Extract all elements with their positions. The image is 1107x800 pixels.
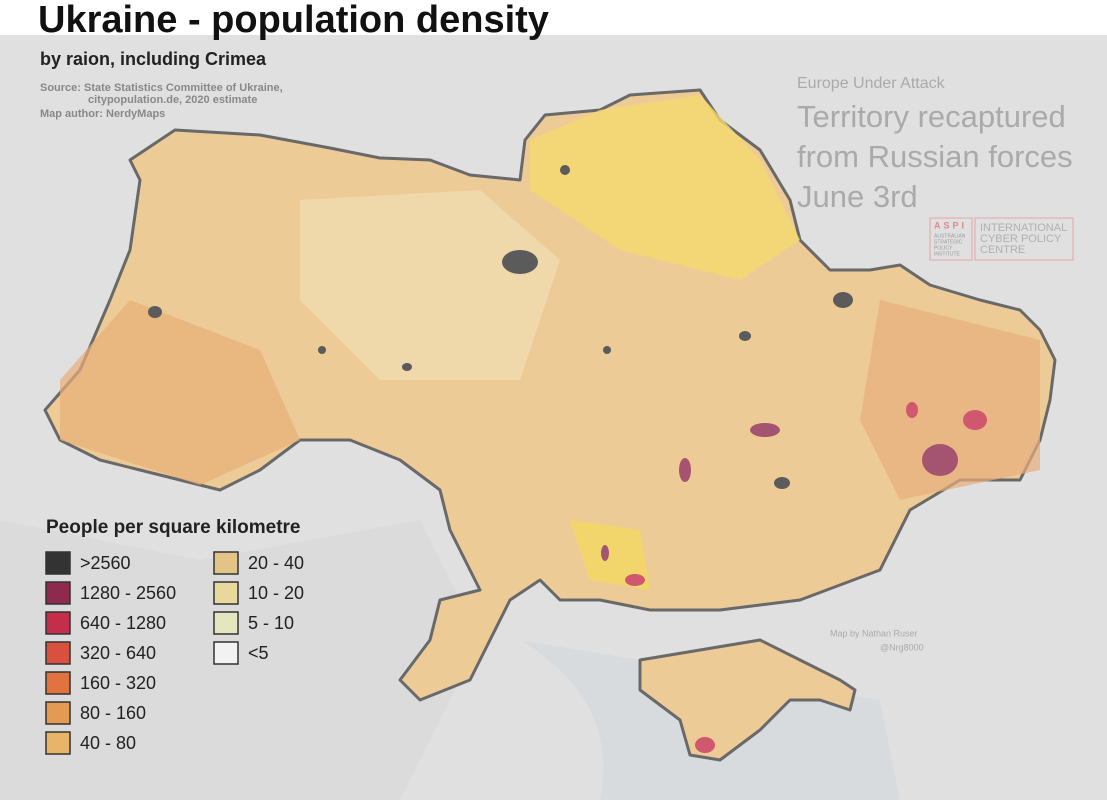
legend-swatch bbox=[45, 641, 71, 665]
neighbour bbox=[0, 520, 480, 800]
logo-box bbox=[929, 217, 973, 261]
source: Source: State Statistics Committee of Uk… bbox=[40, 82, 283, 94]
legend-label: 160 - 320 bbox=[80, 673, 156, 693]
logo-small: STRATEGIC bbox=[934, 239, 963, 245]
legend-label: 20 - 40 bbox=[248, 553, 304, 573]
legend-label: 320 - 640 bbox=[80, 643, 156, 663]
ukraine-outline bbox=[43, 88, 1057, 702]
credit: Map by Nathan Ruser bbox=[830, 628, 918, 638]
logo-mark: ASPI bbox=[934, 220, 967, 230]
headline: June 3rd bbox=[797, 179, 918, 214]
legend-label: 10 - 20 bbox=[248, 583, 304, 603]
legend-swatch bbox=[45, 701, 71, 725]
handle: @Nrg8000 bbox=[880, 642, 924, 652]
author: Map author: NerdyMaps bbox=[40, 108, 165, 120]
legend-label: 5 - 10 bbox=[248, 613, 294, 633]
logo-text: INTERNATIONAL bbox=[980, 222, 1067, 234]
legend-swatch bbox=[45, 611, 71, 635]
headline: Territory recaptured bbox=[797, 99, 1066, 134]
logo-box bbox=[974, 217, 1074, 261]
central-region bbox=[300, 190, 560, 380]
logo-text: CENTRE bbox=[980, 244, 1025, 256]
northern-region bbox=[530, 95, 800, 280]
legend-title: People per square kilometre bbox=[46, 517, 301, 538]
eastern-region bbox=[860, 300, 1040, 500]
logo-text: CYBER POLICY bbox=[980, 233, 1062, 245]
logo-small: AUSTRALIAN bbox=[934, 233, 966, 239]
legend-swatch bbox=[213, 581, 239, 605]
subtitle: by raion, including Crimea bbox=[40, 49, 267, 69]
legend-swatch bbox=[213, 611, 239, 635]
legend-swatch bbox=[213, 641, 239, 665]
headline: from Russian forces bbox=[797, 139, 1073, 174]
legend-label: 40 - 80 bbox=[80, 733, 136, 753]
legend-label: 1280 - 2560 bbox=[80, 583, 176, 603]
logo-small: INSTITUTE bbox=[934, 251, 960, 257]
legend-swatch bbox=[213, 551, 239, 575]
legend-label: 640 - 1280 bbox=[80, 613, 166, 633]
map-veil bbox=[0, 35, 1107, 800]
source: citypopulation.de, 2020 estimate bbox=[88, 94, 257, 106]
western-region bbox=[60, 300, 300, 485]
southern-region bbox=[570, 520, 650, 590]
legend-label: <5 bbox=[248, 643, 269, 663]
legend-label: >2560 bbox=[80, 553, 131, 573]
legend-swatch bbox=[45, 671, 71, 695]
logo-small: POLICY bbox=[934, 245, 953, 251]
legend-swatch bbox=[45, 581, 71, 605]
legend-label: 80 - 160 bbox=[80, 703, 146, 723]
legend-swatch bbox=[45, 731, 71, 755]
cities bbox=[148, 165, 987, 753]
legend-swatch bbox=[45, 551, 71, 575]
crimea-outline bbox=[638, 638, 857, 762]
kicker: Europe Under Attack bbox=[797, 75, 946, 92]
title: Ukraine - population density bbox=[38, 0, 549, 41]
